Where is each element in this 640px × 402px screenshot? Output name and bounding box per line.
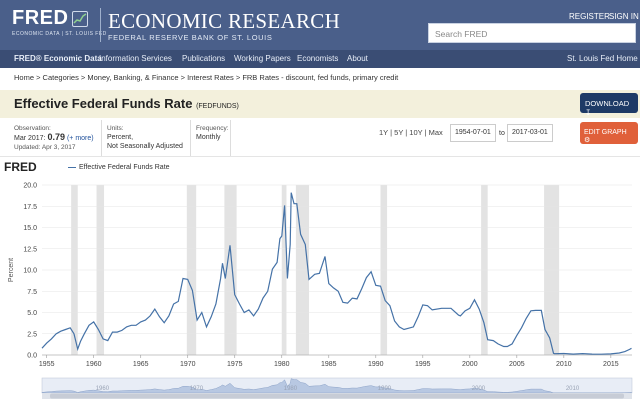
- x-tick-label: 1975: [227, 361, 243, 368]
- navigator-tick-label: 2010: [566, 386, 580, 392]
- download-icon: ↧: [585, 108, 592, 117]
- meta-divider: [230, 120, 231, 156]
- nav-item-working-papers[interactable]: Working Papers: [234, 54, 291, 63]
- y-tick-label: 5.0: [27, 310, 37, 317]
- navigator-scroll-thumb: [50, 393, 624, 399]
- date-to-label: to: [499, 130, 505, 137]
- x-axis: 1955 1960 1965 1970 1975 1980 1985 1990 1995 2000…: [39, 355, 619, 368]
- y-tick-label: 2.5: [27, 331, 37, 338]
- frequency-block: Frequency: Monthly: [196, 124, 229, 142]
- observation-more-link[interactable]: (+ more): [66, 135, 94, 142]
- nav-item-economists[interactable]: Economists: [297, 54, 339, 63]
- search-input[interactable]: Search FRED: [428, 23, 636, 43]
- units-block: Units: Percent, Not Seasonally Adjusted: [107, 124, 183, 151]
- start-date-input[interactable]: 1954-07-01: [450, 124, 496, 142]
- observation-label: Observation:: [14, 125, 51, 132]
- y-axis-label: Percent: [8, 258, 15, 282]
- units-value-2: Not Seasonally Adjusted: [107, 143, 183, 150]
- x-tick-label: 1970: [180, 361, 196, 368]
- gridlines: [42, 184, 632, 356]
- x-tick-label: 1960: [86, 361, 102, 368]
- breadcrumb[interactable]: Home > Categories > Money, Banking, & Fi…: [14, 73, 399, 82]
- signin-link[interactable]: SIGN IN: [609, 12, 639, 21]
- page-title: Effective Federal Funds Rate (FEDFUNDS): [14, 96, 239, 111]
- fred-chart[interactable]: 0.0 2.5 5.0 7.5 10.0 12.5 15.0 17.5 20.0 1955 196…: [0, 156, 640, 402]
- register-link[interactable]: REGISTER: [569, 12, 610, 21]
- y-tick-label: 10.0: [23, 268, 37, 275]
- download-label: DOWNLOAD: [585, 99, 630, 108]
- download-button[interactable]: DOWNLOAD ↧: [580, 93, 638, 117]
- meta-divider: [190, 120, 191, 156]
- title-bar: [0, 90, 640, 118]
- header-divider: [100, 8, 101, 42]
- nav-item-information-services[interactable]: Information Services: [99, 54, 172, 63]
- main-nav: FRED® Economic Data Information Services…: [0, 50, 640, 68]
- edit-graph-button[interactable]: EDIT GRAPH ⚙: [580, 122, 638, 144]
- nav-item-about[interactable]: About: [347, 54, 368, 63]
- observation-block: Observation: Mar 2017: 0.79 (+ more) Upd…: [14, 124, 94, 152]
- fred-logo[interactable]: FRED: [12, 7, 69, 29]
- x-tick-label: 2015: [603, 361, 619, 368]
- navigator[interactable]: 1960 1970 1980 1990 2000 2010: [41, 377, 633, 399]
- navigator-tick-label: 2000: [472, 386, 486, 392]
- series-title: Effective Federal Funds Rate: [14, 96, 193, 111]
- edit-graph-label: EDIT GRAPH: [584, 129, 627, 136]
- chart-fred-logo: FRED: [4, 160, 37, 174]
- x-tick-label: 1980: [274, 361, 290, 368]
- y-tick-label: 0.0: [27, 353, 37, 360]
- navigator-series: [41, 378, 632, 394]
- series-code: (FEDFUNDS): [196, 103, 239, 110]
- y-axis: 0.0 2.5 5.0 7.5 10.0 12.5 15.0 17.5 20.0: [23, 183, 37, 360]
- y-tick-label: 12.5: [23, 246, 37, 253]
- section-divider: [0, 156, 640, 157]
- y-tick-label: 7.5: [27, 289, 37, 296]
- x-tick-label: 2010: [556, 361, 572, 368]
- x-tick-label: 2000: [462, 361, 478, 368]
- x-tick-label: 1985: [321, 361, 337, 368]
- brand-title[interactable]: ECONOMIC RESEARCH: [108, 9, 341, 33]
- meta-divider: [101, 120, 102, 156]
- y-tick-label: 20.0: [23, 183, 37, 190]
- navigator-tick-label: 1960: [96, 386, 110, 392]
- site-header: FRED ECONOMIC DATA | ST. LOUIS FED ECONO…: [0, 0, 640, 50]
- fred-spark-icon: [72, 11, 88, 27]
- x-tick-label: 1990: [368, 361, 384, 368]
- chart-legend[interactable]: Effective Federal Funds Rate: [68, 164, 170, 171]
- nav-item-fred[interactable]: FRED® Economic Data: [14, 54, 102, 63]
- x-tick-label: 1955: [39, 361, 55, 368]
- range-selector[interactable]: 1Y | 5Y | 10Y | Max: [379, 128, 443, 137]
- brand-subtitle: FEDERAL RESERVE BANK OF ST. LOUIS: [108, 33, 273, 42]
- legend-line-icon: [68, 166, 76, 168]
- y-tick-label: 15.0: [23, 225, 37, 232]
- x-tick-label: 1965: [133, 361, 149, 368]
- updated-date: Updated: Apr 3, 2017: [14, 144, 76, 151]
- frequency-value: Monthly: [196, 134, 221, 141]
- frequency-label: Frequency:: [196, 125, 229, 132]
- series-line[interactable]: [41, 192, 632, 355]
- logo-subtitle: ECONOMIC DATA | ST. LOUIS FED: [12, 31, 107, 37]
- edit-icon: ⚙: [584, 137, 591, 144]
- observation-date: Mar 2017:: [14, 135, 46, 142]
- nav-item-stlouisfed-home[interactable]: St. Louis Fed Home: [567, 54, 638, 63]
- navigator-tick-label: 1970: [190, 386, 204, 392]
- end-date-input[interactable]: 2017-03-01: [507, 124, 553, 142]
- y-tick-label: 17.5: [23, 204, 37, 211]
- units-value-1: Percent,: [107, 134, 134, 141]
- legend-label: Effective Federal Funds Rate: [79, 164, 170, 171]
- navigator-tick-label: 1980: [284, 386, 298, 392]
- navigator-tick-label: 1990: [378, 386, 392, 392]
- observation-value: 0.79: [47, 132, 66, 142]
- units-label: Units:: [107, 125, 124, 132]
- x-tick-label: 1995: [415, 361, 431, 368]
- nav-item-publications[interactable]: Publications: [182, 54, 226, 63]
- x-tick-label: 2005: [509, 361, 525, 368]
